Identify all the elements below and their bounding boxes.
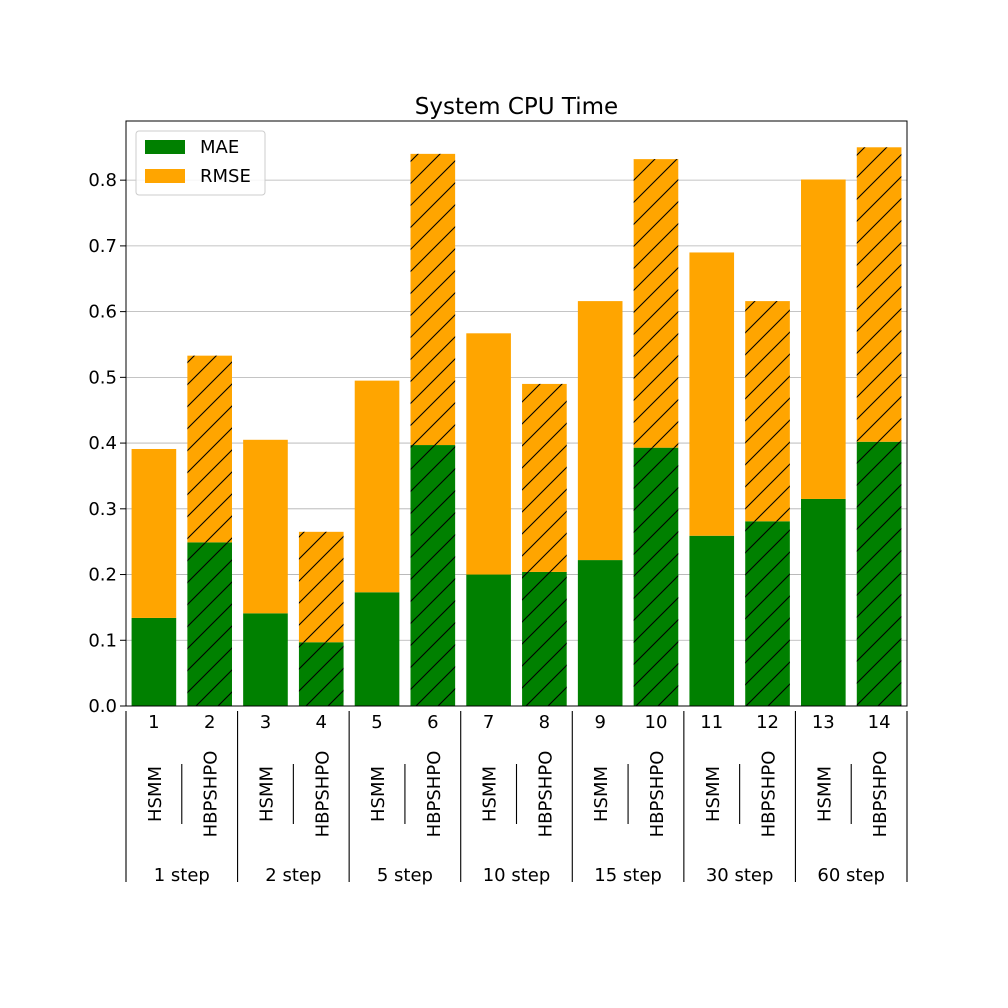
method-label: HSMM (703, 766, 724, 822)
bar-mae (801, 498, 846, 706)
method-label: HBPSHPO (647, 751, 668, 838)
group-label: 5 step (377, 865, 433, 886)
bar-hatch (633, 159, 679, 448)
y-tick-label: 0.3 (88, 499, 117, 520)
x-tick-label: 5 (371, 712, 382, 733)
bar-rmse (131, 448, 177, 618)
bar-hatch (187, 355, 232, 543)
bar-rmse (801, 179, 846, 499)
x-tick-label: 9 (594, 712, 605, 733)
legend-swatch-rmse (145, 169, 185, 183)
method-label: HSMM (368, 766, 389, 822)
bar-mae (689, 535, 735, 706)
group-label: 10 step (483, 865, 551, 886)
legend: MAE RMSE (135, 130, 266, 196)
bar-mae (243, 613, 288, 706)
x-tick-label: 14 (868, 712, 891, 733)
bar-rmse (243, 439, 288, 614)
method-label: HSMM (256, 766, 277, 822)
y-tick-label: 0.4 (88, 433, 117, 454)
bar-mae (354, 592, 400, 706)
method-label: HSMM (145, 766, 166, 822)
method-label: HBPSHPO (870, 751, 891, 838)
bar-rmse (354, 380, 400, 593)
bar-hatch (633, 447, 679, 706)
x-tick-label: 8 (539, 712, 550, 733)
group-label: 2 step (265, 865, 321, 886)
bar-rmse (689, 252, 735, 536)
x-tick-label: 1 (148, 712, 159, 733)
bar-rmse (577, 301, 623, 561)
x-tick-label: 7 (483, 712, 494, 733)
bar-rmse (466, 333, 511, 575)
bar-hatch (187, 542, 232, 706)
x-tick-label: 10 (645, 712, 668, 733)
legend-label-mae: MAE (200, 137, 239, 158)
y-tick-label: 0.7 (88, 236, 117, 257)
group-label: 1 step (154, 865, 210, 886)
y-tick-label: 0.1 (88, 630, 117, 651)
bar-hatch (410, 153, 456, 446)
y-axis: 0.0 0.1 0.2 0.3 0.4 0.5 0.6 0.7 0.8 (88, 170, 126, 717)
bar-hatch (522, 571, 567, 706)
method-label: HBPSHPO (759, 751, 780, 838)
method-label: HBPSHPO (424, 751, 445, 838)
bar-hatch (856, 441, 902, 706)
bars (131, 147, 902, 706)
x-tick-label: 3 (260, 712, 271, 733)
legend-label-rmse: RMSE (200, 166, 251, 187)
method-label: HBPSHPO (312, 751, 333, 838)
method-label: HBPSHPO (201, 751, 222, 838)
group-label: 60 step (817, 865, 885, 886)
bar-hatch (745, 301, 790, 522)
bar-hatch (745, 521, 790, 706)
x-tick-label: 6 (427, 712, 438, 733)
y-tick-label: 0.0 (88, 696, 117, 717)
x-tick-label: 12 (756, 712, 779, 733)
x-tick-label: 13 (812, 712, 835, 733)
x-axis: 1 HSMM 2 HBPSHPO 3 HSMM 4 HBPSHPO 5 HSMM 6 HBPSHPO 7… (125, 711, 908, 886)
bar-hatch (410, 445, 456, 706)
bar-hatch (298, 642, 344, 706)
group-label: 30 step (706, 865, 774, 886)
y-tick-label: 0.6 (88, 302, 117, 323)
x-tick-label: 11 (700, 712, 723, 733)
method-label: HSMM (480, 766, 501, 822)
y-tick-label: 0.8 (88, 170, 117, 191)
chart-title: System CPU Time (415, 94, 618, 120)
legend-swatch-mae (145, 140, 185, 154)
x-tick-label: 4 (316, 712, 327, 733)
bar-hatch (856, 147, 902, 442)
group-label: 15 step (594, 865, 662, 886)
method-label: HBPSHPO (535, 751, 556, 838)
bar-hatch (522, 383, 567, 572)
x-tick-label: 2 (204, 712, 215, 733)
bar-mae (466, 574, 511, 706)
method-label: HSMM (591, 766, 612, 822)
y-tick-label: 0.2 (88, 565, 117, 586)
method-label: HSMM (814, 766, 835, 822)
bar-mae (131, 617, 177, 706)
bar-mae (577, 560, 623, 706)
plot-frame (125, 120, 908, 707)
y-tick-label: 0.5 (88, 367, 117, 388)
bar-hatch (298, 531, 344, 643)
